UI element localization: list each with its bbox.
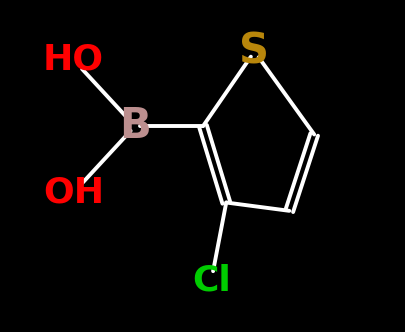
Text: Cl: Cl bbox=[192, 264, 230, 297]
Text: OH: OH bbox=[43, 176, 104, 209]
Text: HO: HO bbox=[43, 43, 104, 77]
Text: B: B bbox=[119, 105, 150, 147]
Text: S: S bbox=[239, 31, 269, 72]
